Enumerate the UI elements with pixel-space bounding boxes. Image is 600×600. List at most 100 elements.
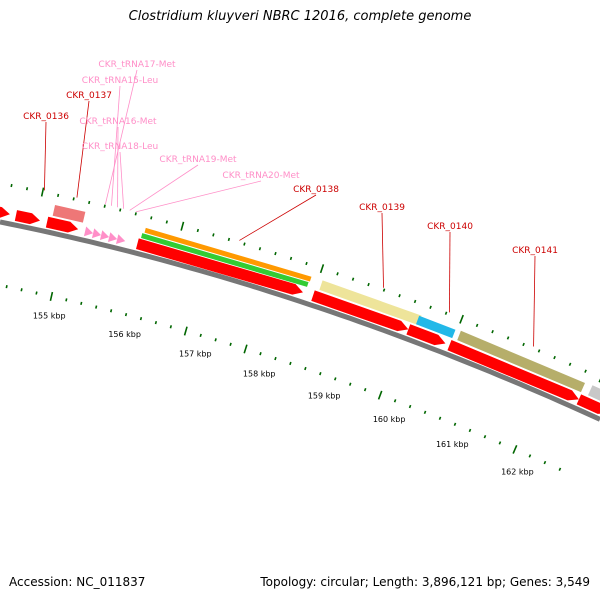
scale-tick: [259, 352, 262, 356]
outer-tick: [88, 200, 91, 205]
leader-line: [44, 121, 47, 191]
outer-tick: [568, 362, 572, 367]
kbp-label: 155 kbp: [33, 311, 66, 320]
cds-arrow: [135, 238, 303, 295]
feature-band-olive: [457, 330, 586, 393]
outer-tick: [491, 329, 494, 334]
outer-tick: [444, 311, 448, 315]
cds-arrow: [14, 210, 41, 225]
kbp-label: 161 kbp: [436, 440, 469, 449]
scale-tick: [334, 377, 337, 381]
scale-tick: [109, 309, 113, 313]
scale-tick: [438, 416, 442, 420]
outer-tick: [196, 228, 200, 233]
leader-line: [239, 194, 317, 241]
outer-tick: [506, 336, 510, 340]
leader-line: [135, 180, 262, 213]
kbp-label: 160 kbp: [373, 415, 406, 424]
gene-label: CKR_tRNA20-Met: [222, 171, 300, 181]
scale-tick: [183, 326, 188, 336]
outer-tick: [103, 204, 106, 208]
feature-band-cyan: [415, 315, 456, 339]
scale-tick: [214, 338, 217, 342]
scale-tick: [35, 291, 38, 295]
trna-arrow: [91, 228, 102, 239]
scale-tick: [319, 371, 322, 376]
scale-tick: [229, 342, 232, 347]
outer-tick: [243, 242, 246, 246]
outer-tick: [72, 197, 75, 201]
outer-tick: [25, 187, 29, 191]
trna-arrow: [115, 234, 126, 244]
scale-tick: [423, 410, 427, 415]
outer-tick: [274, 251, 277, 256]
scale-tick: [483, 434, 487, 439]
feature-band-green: [141, 233, 309, 287]
page-title: Clostridium kluyveri NBRC 12016, complet…: [128, 9, 472, 24]
scale-tick: [124, 312, 128, 317]
scale-tick: [65, 298, 68, 302]
outer-tick: [180, 221, 185, 231]
topology-text: Topology: circular; Length: 3,896,121 bp…: [260, 575, 590, 589]
scale-tick: [498, 441, 502, 445]
scale-tick: [139, 316, 143, 321]
leader-line: [76, 100, 90, 198]
outer-tick: [10, 183, 13, 188]
outer-tick: [537, 349, 541, 353]
outer-tick: [429, 305, 432, 309]
cds-arrow: [311, 290, 409, 332]
scale-tick: [528, 454, 532, 458]
feature-band-salmon: [52, 204, 86, 223]
leader-line: [381, 212, 384, 288]
trna-arrow: [107, 232, 118, 242]
feature-band-pale-yellow: [319, 280, 422, 325]
scale-tick: [377, 390, 383, 400]
cds-arrow: [447, 340, 579, 401]
outer-tick: [351, 277, 355, 281]
scale-tick: [408, 404, 412, 409]
accession-text: Accession: NC_011837: [9, 575, 146, 589]
scale-tick: [558, 467, 562, 471]
outer-tick: [475, 323, 479, 328]
scale-tick: [512, 444, 518, 454]
kbp-label: 158 kbp: [243, 369, 276, 378]
cds-arrow: [0, 206, 10, 218]
trna-arrow: [83, 226, 94, 237]
scale-tick: [304, 366, 307, 371]
outer-tick: [553, 355, 556, 360]
outer-tick: [305, 261, 308, 266]
cds-arrow: [576, 394, 600, 414]
leader-line: [533, 255, 536, 347]
outer-tick: [119, 208, 122, 212]
outer-tick: [212, 233, 215, 237]
leader-line: [119, 151, 125, 209]
outer-tick: [134, 212, 137, 216]
outer-tick: [413, 299, 417, 304]
scale-tick: [169, 325, 173, 329]
leader-line: [129, 164, 199, 211]
genome-backbone: [0, 219, 600, 422]
cds-arrow: [45, 216, 79, 233]
gene-label: CKR_tRNA18-Leu: [82, 142, 158, 152]
scale-tick: [348, 382, 352, 386]
kbp-label: 157 kbp: [179, 350, 212, 359]
outer-tick: [367, 282, 370, 287]
outer-tick: [398, 294, 401, 298]
scale-tick: [5, 285, 8, 289]
feature-band-orange: [144, 227, 312, 282]
gene-label: CKR_tRNA16-Met: [79, 117, 157, 127]
leader-line: [111, 85, 121, 206]
gene-label: CKR_0138: [293, 185, 339, 195]
outer-tick: [289, 256, 293, 261]
gene-label: CKR_0137: [66, 91, 112, 101]
outer-tick: [150, 216, 153, 220]
trna-arrow: [99, 230, 110, 241]
scale-tick: [453, 422, 457, 426]
outer-tick: [459, 314, 464, 324]
feature-band-gray: [587, 385, 600, 401]
kbp-label: 162 kbp: [501, 467, 534, 476]
scale-tick: [199, 333, 202, 338]
gene-label: CKR_tRNA17-Met: [98, 60, 176, 70]
kbp-label: 156 kbp: [108, 330, 141, 339]
